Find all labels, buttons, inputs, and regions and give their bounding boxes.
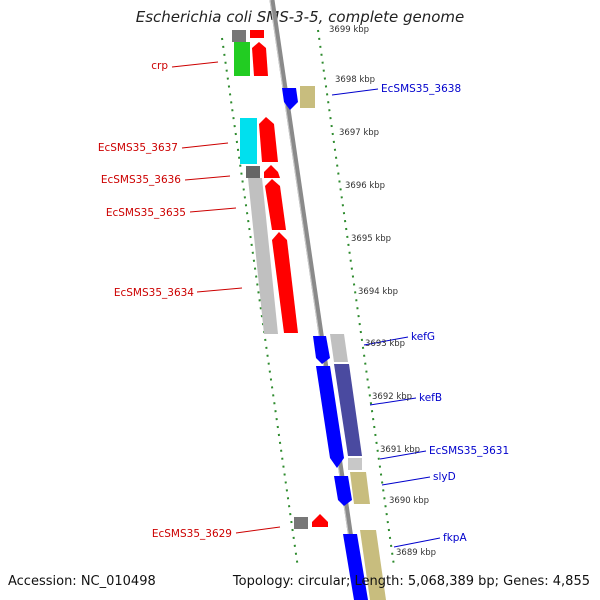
map-title: Escherichia coli SMS-3-5, complete genom… — [135, 8, 465, 26]
feature-top-red — [250, 30, 264, 38]
feature-3636-red-arrow — [264, 165, 280, 178]
feature-top-grey — [232, 30, 246, 42]
feature-kefB-blue-arrow — [316, 366, 344, 468]
feature-3637-cyan — [240, 118, 257, 164]
tick-label-3692: 3692 kbp — [372, 392, 412, 402]
feature-crp-red-arrow — [252, 42, 268, 76]
feature-3636-grey — [246, 166, 260, 178]
accession-text: Accession: NC_010498 — [8, 574, 156, 589]
feature-3631-grey — [348, 458, 362, 470]
tick-label-3689: 3689 kbp — [396, 548, 436, 558]
feature-3635-red-arrow — [265, 179, 286, 230]
gene-label-EcSMS35_3636: EcSMS35_3636 — [101, 174, 181, 186]
tick-label-3694: 3694 kbp — [358, 287, 398, 297]
tick-label-3698: 3698 kbp — [335, 75, 375, 85]
genome-summary-text: Topology: circular; Length: 5,068,389 bp… — [232, 574, 590, 589]
feature-slyD-blue-arrow — [334, 476, 352, 506]
gene-label-EcSMS35_3635: EcSMS35_3635 — [106, 207, 186, 219]
tick-label-3697: 3697 kbp — [339, 128, 379, 138]
feature-slyD-khaki — [350, 472, 370, 504]
plus-label-connectors — [331, 88, 441, 548]
gene-label-EcSMS35_3631: EcSMS35_3631 — [429, 445, 509, 457]
tick-label-3696: 3696 kbp — [345, 181, 385, 191]
feature-3629-grey — [294, 517, 308, 529]
feature-fkpA-blue — [343, 534, 368, 600]
feature-kefG-grey — [330, 334, 348, 362]
feature-3629-red-arrow — [312, 514, 328, 527]
tick-label-3695: 3695 kbp — [351, 234, 391, 244]
gene-label-kefG: kefG — [411, 331, 435, 343]
gene-label-EcSMS35_3629: EcSMS35_3629 — [152, 528, 232, 540]
minus-label-connectors — [171, 61, 281, 534]
tick-label-3691: 3691 kbp — [380, 445, 420, 455]
gene-label-crp: crp — [151, 60, 168, 72]
gene-label-slyD: slyD — [433, 471, 456, 483]
feature-kefB-purple — [334, 364, 362, 456]
feature-3637-red-arrow — [259, 117, 278, 162]
feature-kefG-blue-arrow — [313, 336, 330, 364]
gene-label-EcSMS35_3634: EcSMS35_3634 — [114, 287, 194, 299]
gene-label-kefB: kefB — [419, 392, 442, 404]
plus-strand-features — [282, 86, 386, 600]
gene-label-fkpA: fkpA — [443, 532, 467, 544]
gene-label-EcSMS35_3638: EcSMS35_3638 — [381, 83, 461, 95]
gene-label-EcSMS35_3637: EcSMS35_3637 — [98, 142, 178, 154]
feature-3635-lightgrey — [248, 178, 278, 334]
minus-strand-features — [232, 30, 328, 529]
feature-crp-green — [234, 42, 250, 76]
tick-label-3699: 3699 kbp — [329, 25, 369, 35]
left-dotted-track — [221, 37, 299, 569]
feature-3638-blue-arrow — [282, 88, 298, 110]
feature-3638-khaki — [300, 86, 315, 108]
tick-label-3690: 3690 kbp — [389, 496, 429, 506]
tick-label-3693: 3693 kbp — [365, 339, 405, 349]
feature-3634-red-arrow — [272, 232, 298, 333]
feature-fkpA-khaki — [360, 530, 386, 600]
